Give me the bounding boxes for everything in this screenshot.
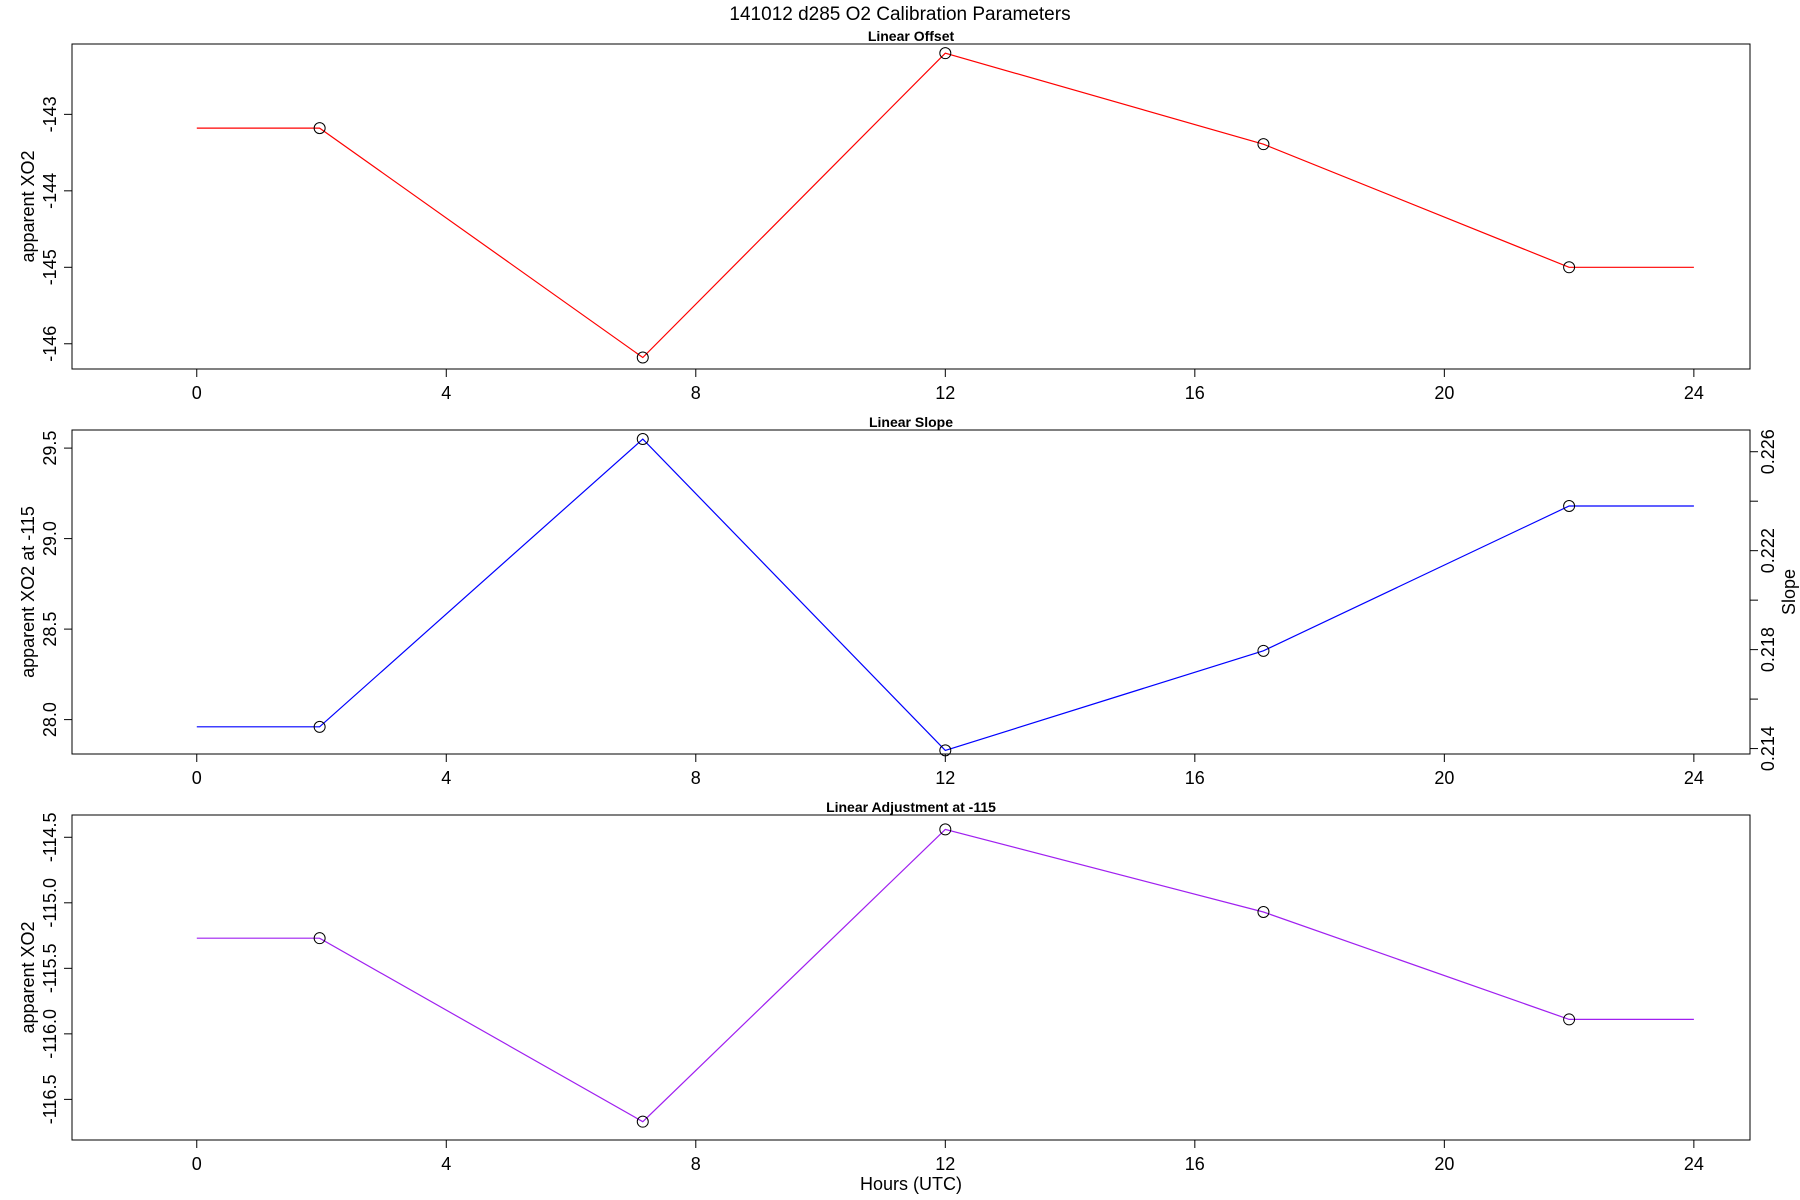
y-right-tick-label: 0.226	[1758, 429, 1778, 474]
x-tick-label: 0	[192, 1154, 202, 1174]
x-tick-label: 24	[1684, 1154, 1704, 1174]
data-point	[636, 1115, 649, 1128]
panel-adjustment: Linear Adjustment at -115 0 4 8 12 16 20 24 -116…	[18, 799, 1751, 1194]
figure-title: 141012 d285 O2 Calibration Parameters	[729, 4, 1070, 25]
series-line	[196, 52, 1694, 359]
x-tick-label: 8	[691, 768, 701, 788]
panel-slope: Linear Slope 0 4 8 12 16 20 24 28.0 28.5 29.0 29.5 a…	[18, 414, 1799, 788]
x-tick-label: 12	[935, 383, 955, 403]
data-point	[1257, 644, 1270, 657]
x-tick-label: 20	[1434, 383, 1454, 403]
x-axis-title: Hours (UTC)	[860, 1174, 962, 1194]
data-point	[313, 932, 326, 945]
x-tick-label: 8	[691, 383, 701, 403]
plot-frame	[71, 814, 1751, 1141]
x-tick-label: 0	[192, 383, 202, 403]
y-right-tick-label: 0.218	[1758, 627, 1778, 672]
x-tick-label: 16	[1185, 768, 1205, 788]
y-tick-label: -115.5	[40, 943, 60, 993]
data-point	[1257, 138, 1270, 151]
y-tick-label: -116.5	[40, 1075, 60, 1125]
series-line	[196, 828, 1694, 1123]
x-tick-label: 4	[441, 383, 451, 403]
data-point	[939, 744, 952, 757]
x-tick-label: 4	[441, 768, 451, 788]
y-axis-title: apparent XO2	[18, 921, 38, 1033]
y-right-axis-title: Slope	[1779, 569, 1799, 615]
data-point	[939, 47, 952, 60]
y-tick-label: -114.5	[40, 812, 60, 862]
series-line	[196, 438, 1694, 752]
plot-frame	[71, 43, 1751, 370]
x-tick-label: 24	[1684, 383, 1704, 403]
y-tick-label: 28.5	[40, 612, 60, 647]
x-tick-label: 20	[1434, 1154, 1454, 1174]
x-tick-label: 16	[1185, 1154, 1205, 1174]
y-tick-label: -146	[40, 326, 60, 362]
x-tick-label: 20	[1434, 768, 1454, 788]
y-tick-label: 29.0	[40, 521, 60, 556]
data-point	[313, 122, 326, 135]
data-point	[1563, 500, 1576, 513]
x-tick-label: 16	[1185, 383, 1205, 403]
x-tick-label: 24	[1684, 768, 1704, 788]
data-point	[1563, 1013, 1576, 1026]
x-tick-label: 12	[935, 768, 955, 788]
y-tick-label: -145	[40, 249, 60, 285]
x-tick-label: 4	[441, 1154, 451, 1174]
data-point	[636, 433, 649, 446]
panel-offset: Linear Offset 0 4 8 12 16 20 24 -146 -145 -144 -143…	[18, 28, 1751, 403]
y-right-tick-label: 0.214	[1758, 726, 1778, 771]
data-point	[1257, 905, 1270, 918]
y-tick-label: -144	[40, 173, 60, 209]
y-axis-title: apparent XO2	[18, 150, 38, 262]
data-point	[636, 351, 649, 364]
x-tick-label: 8	[691, 1154, 701, 1174]
panel-title: Linear Adjustment at -115	[826, 799, 996, 815]
x-tick-label: 12	[935, 1154, 955, 1174]
y-tick-label: -116.0	[40, 1009, 60, 1059]
panel-title: Linear Offset	[868, 28, 955, 44]
y-tick-label: 28.0	[40, 702, 60, 737]
y-tick-label: -115.0	[40, 878, 60, 928]
y-tick-label: -143	[40, 96, 60, 132]
data-point	[313, 720, 326, 733]
y-axis-title: apparent XO2 at -115	[18, 506, 38, 678]
data-point	[1563, 261, 1576, 274]
y-tick-label: 29.5	[40, 431, 60, 466]
plot-frame	[71, 429, 1751, 755]
y-right-tick-label: 0.222	[1758, 528, 1778, 573]
panel-title: Linear Slope	[869, 414, 953, 430]
data-point	[939, 823, 952, 836]
chart-panels: Linear Offset 0 4 8 12 16 20 24 -146 -145 -144 -143…	[18, 28, 1799, 1194]
x-tick-label: 0	[192, 768, 202, 788]
